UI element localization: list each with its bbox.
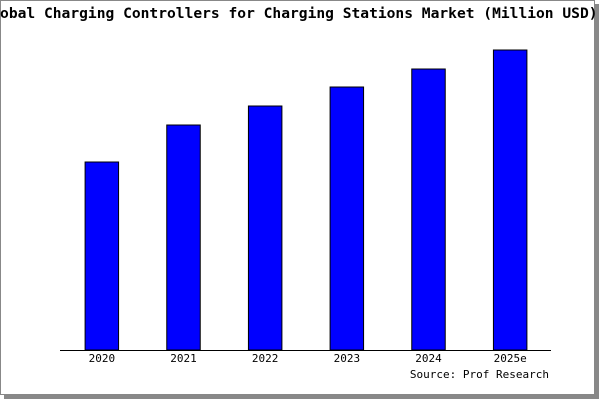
x-tick-label: 2021 xyxy=(170,352,197,365)
bar xyxy=(492,49,528,351)
x-tick-label: 2020 xyxy=(89,352,116,365)
bar xyxy=(411,68,446,351)
x-tick-label: 2024 xyxy=(415,352,442,365)
x-tick-label: 2023 xyxy=(334,352,361,365)
bar xyxy=(84,161,120,351)
source-note: Source: Prof Research xyxy=(410,368,549,381)
bar xyxy=(166,124,201,351)
chart-title: Global Charging Controllers for Charging… xyxy=(0,5,598,22)
x-tick-label: 2022 xyxy=(252,352,279,365)
bar xyxy=(247,105,283,351)
x-tick-label: 2025e xyxy=(494,352,527,365)
bar xyxy=(329,86,365,351)
